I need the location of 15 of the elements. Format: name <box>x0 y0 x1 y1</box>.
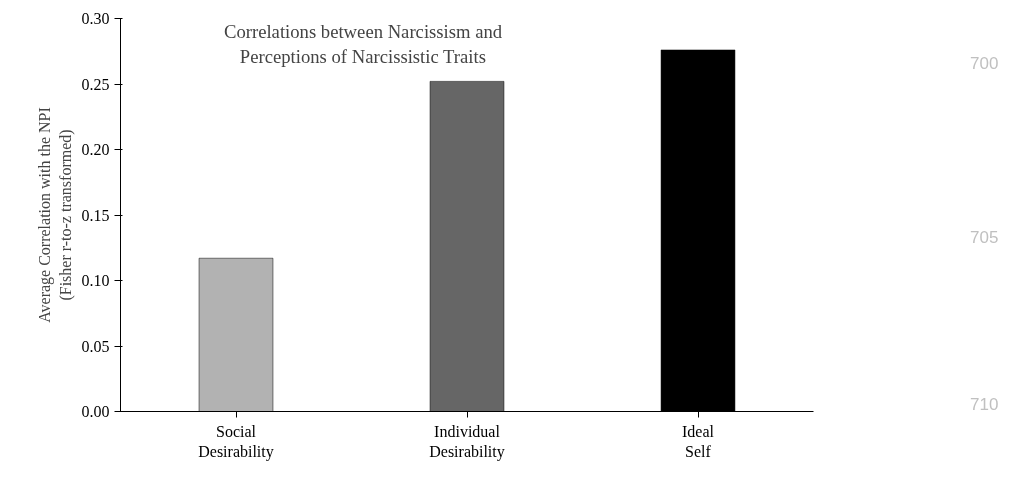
text: 710 <box>970 394 999 416</box>
x-tick-label: Individual Desirability <box>429 422 505 461</box>
y-tick-label: 0.20 <box>81 141 110 158</box>
text: 700 <box>970 53 999 75</box>
text: Correlations between Narcissism and Perceptions of Narcissistic Traits <box>223 20 503 67</box>
text: 705 <box>970 227 999 249</box>
y-tick-label: 0.00 <box>81 403 110 420</box>
y-tick-label: 0.25 <box>81 75 110 93</box>
y-axis-title: Average Correlation with the NPI (Fisher r-to-z transformed) <box>36 107 75 323</box>
y-tick-label: 0.30 <box>81 10 110 27</box>
y-tick-label: 0.05 <box>81 337 110 355</box>
y-tick-label: 0.10 <box>81 272 110 289</box>
y-tick-label: 0.15 <box>81 206 110 224</box>
x-tick-label: Ideal Self <box>682 422 715 460</box>
x-tick-label: Social Desirability <box>198 422 274 461</box>
